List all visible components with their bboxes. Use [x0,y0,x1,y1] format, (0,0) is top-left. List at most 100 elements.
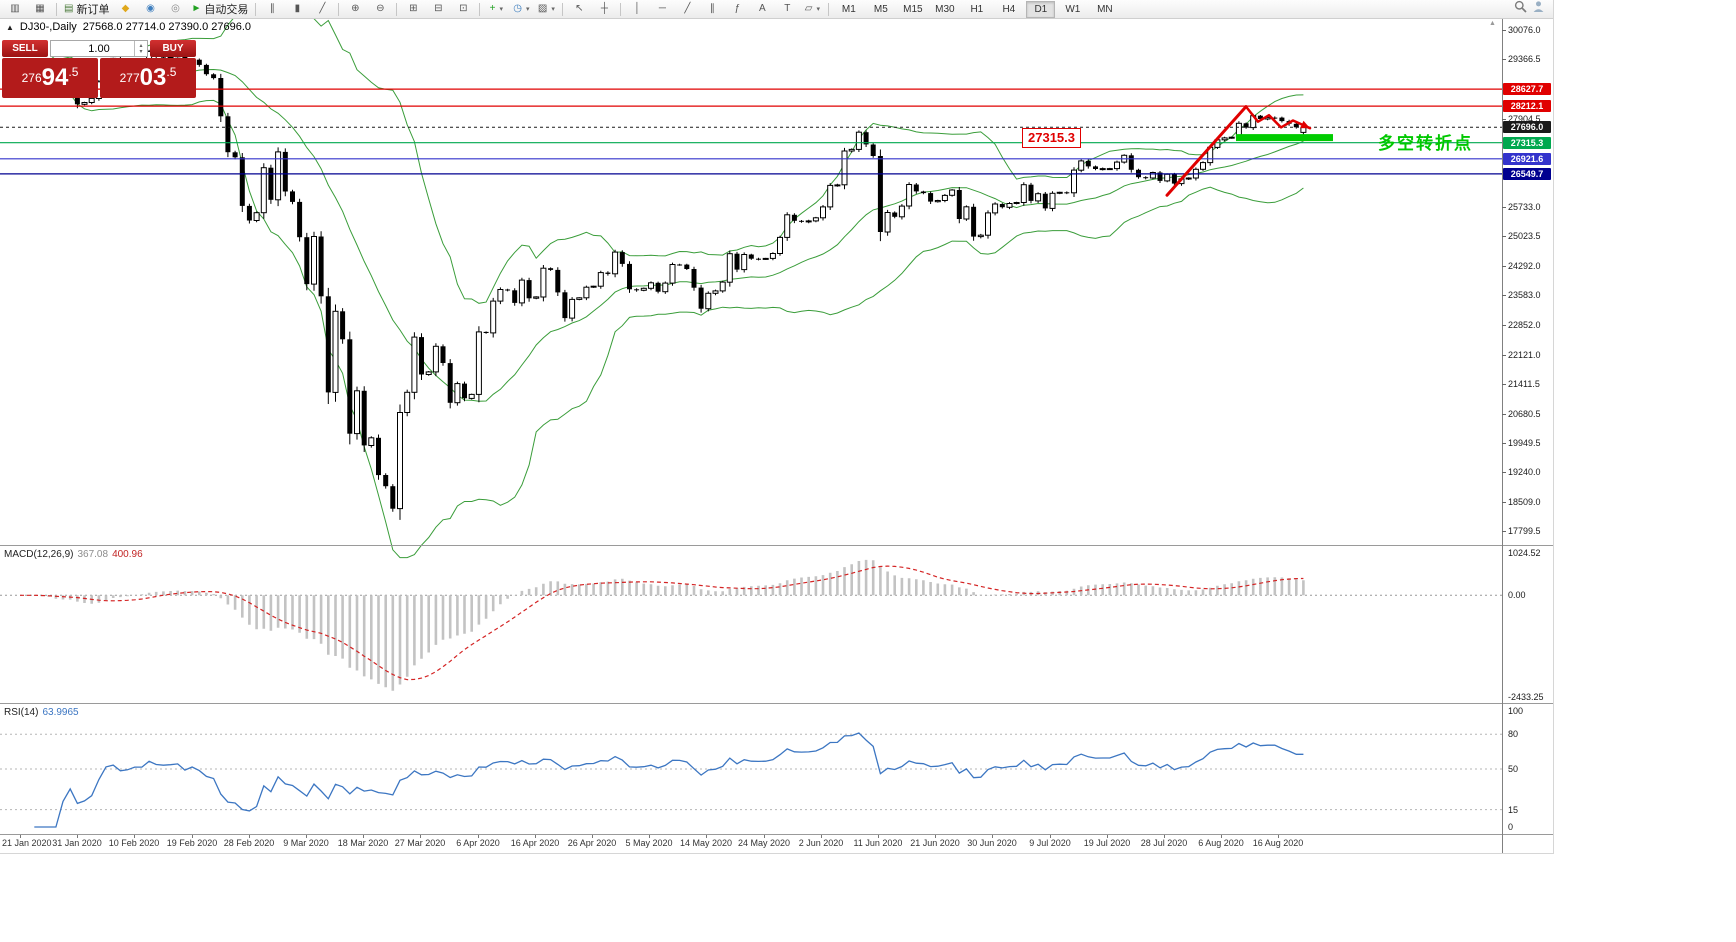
signals-button[interactable]: ◎ [163,0,187,18]
sell-button[interactable]: SELL [2,40,48,57]
price-tag-28212.1[interactable]: 28212.1 [1503,100,1551,112]
support-bar-object[interactable] [1236,134,1333,142]
new-order-label: 新订单 [76,4,110,16]
toolbar-separator [255,2,257,16]
timeframe-h1[interactable]: H1 [970,3,984,15]
horizontal-line-icon: ─ [658,3,666,14]
date-axis-tick [1050,835,1051,838]
volume-spinner[interactable]: ▴ ▾ [134,41,147,56]
shapes-button[interactable]: ▱ ▾ [800,0,824,18]
date-axis-tick [306,835,307,838]
periods-dropdown-icon[interactable]: ▾ [525,6,530,13]
horizontal-line-button[interactable]: ─ [650,0,674,18]
equidistant-channel-button[interactable]: ∥ [700,0,724,18]
autotrading-icon: ► [191,3,202,14]
macd-signal-line [20,565,1304,681]
date-axis-tick [535,835,536,838]
volume-field[interactable]: 1.00 ▴ ▾ [50,40,148,57]
price-tag-26549.7[interactable]: 26549.7 [1503,168,1551,180]
date-axis-label: 26 Apr 2020 [567,838,617,848]
price-tag-26921.6[interactable]: 26921.6 [1503,153,1551,165]
timeframe-m5[interactable]: M5 [873,3,888,15]
add-indicator-button[interactable]: + ▾ [484,0,508,18]
new-chart-button[interactable]: ▥ [3,0,27,18]
cursor-icon: ↖ [575,3,584,14]
fibonacci-icon: ƒ [734,3,741,14]
chart-canvas[interactable] [0,0,1553,853]
add-indicator-dropdown-icon[interactable]: ▾ [499,6,504,13]
chart-shift-button[interactable]: ⊡ [451,0,475,18]
date-axis-label: 10 Feb 2020 [108,838,160,848]
metaeditor-button[interactable]: ◆ [113,0,137,18]
price-label-annotation[interactable]: 27315.3 [1022,128,1081,148]
search-icon[interactable] [1514,0,1527,18]
timeframe-m15[interactable]: M15 [903,3,923,15]
timeframe-mn[interactable]: MN [1097,3,1113,15]
market-button[interactable]: ◉ [138,0,162,18]
templates-button[interactable]: ▨ ▾ [534,0,558,18]
rsi-axis-label: 80 [1508,729,1519,739]
rsi-line [34,732,1304,828]
text-button[interactable]: A [750,0,774,18]
price-axis-tick [1502,414,1506,415]
autotrading-button[interactable]: ► 自动交易 [188,0,251,18]
zoom-in-button[interactable]: ⊕ [343,0,367,18]
date-axis-tick [878,835,879,838]
community-icon[interactable] [1532,0,1545,18]
date-axis-tick [821,835,822,838]
timeframe-m30[interactable]: M30 [935,3,955,15]
price-axis-label: 22121.0 [1508,350,1541,360]
cursor-button[interactable]: ↖ [567,0,591,18]
templates-dropdown-icon[interactable]: ▾ [551,6,555,13]
trendline-button[interactable]: ╱ [675,0,699,18]
shapes-icon: ▱ [804,3,813,14]
vertical-line-icon: │ [634,3,641,14]
text-icon: A [759,3,766,14]
auto-arrange-button[interactable]: ⊟ [426,0,450,18]
spin-down-icon[interactable]: ▾ [139,48,143,55]
periods-button[interactable]: ◷ ▾ [509,0,533,18]
market-icon: ◉ [146,3,155,14]
price-tag-28627.7[interactable]: 28627.7 [1503,83,1551,95]
toolbar-separator [620,2,622,16]
chart-bars-button[interactable]: ∥ [260,0,284,18]
cn-annotation-text[interactable]: 多空转折点 [1378,134,1473,153]
one-click-collapse-icon[interactable]: ▲ [6,22,14,32]
timeframe-d1[interactable]: D1 [1026,0,1056,18]
vertical-line-button[interactable]: │ [625,0,649,18]
toolbar-separator [828,2,830,16]
profiles-button[interactable]: ▦ [28,0,52,18]
toolbar-separator [338,2,340,16]
buy-button[interactable]: BUY [150,40,196,57]
date-axis-label: 24 May 2020 [737,838,791,848]
signals-icon: ◎ [171,3,180,14]
toolbar-separator [396,2,398,16]
fibonacci-button[interactable]: ƒ [725,0,749,18]
spin-up-icon[interactable]: ▴ [139,42,143,49]
date-axis-tick [192,835,193,838]
chart-candles-button[interactable]: ▮ [285,0,309,18]
trend-annotation[interactable] [1165,105,1312,197]
timeframe-m1[interactable]: M1 [841,3,856,15]
crosshair-button[interactable]: ┼ [592,0,616,18]
timeframe-w1[interactable]: W1 [1065,3,1081,15]
new-order-button[interactable]: ▤ 新订单 [61,0,112,18]
date-axis-label: 31 Jan 2020 [52,838,102,848]
one-click-trading-panel: SELL 1.00 ▴ ▾ BUY 276 94.5 277 03.5 [2,40,196,98]
shapes-dropdown-icon[interactable]: ▾ [816,6,820,13]
horizontal-line-objects[interactable] [0,88,1502,175]
date-axis-tick [1221,835,1222,838]
zoom-out-button[interactable]: ⊖ [368,0,392,18]
sell-price-box[interactable]: 276 94.5 [2,58,98,98]
timeframe-h4[interactable]: H4 [1002,3,1016,15]
price-axis-tick [1502,119,1506,120]
price-axis-label: 23583.0 [1508,290,1541,300]
price-tag-27315.3[interactable]: 27315.3 [1503,137,1551,149]
macd-axis-label: -2433.25 [1508,692,1544,702]
periods-icon: ◷ [513,3,522,14]
chart-line-button[interactable]: ╱ [310,0,334,18]
text-label-button[interactable]: T [775,0,799,18]
tile-windows-button[interactable]: ⊞ [401,0,425,18]
buy-price-box[interactable]: 277 03.5 [100,58,196,98]
date-axis-tick [420,835,421,838]
